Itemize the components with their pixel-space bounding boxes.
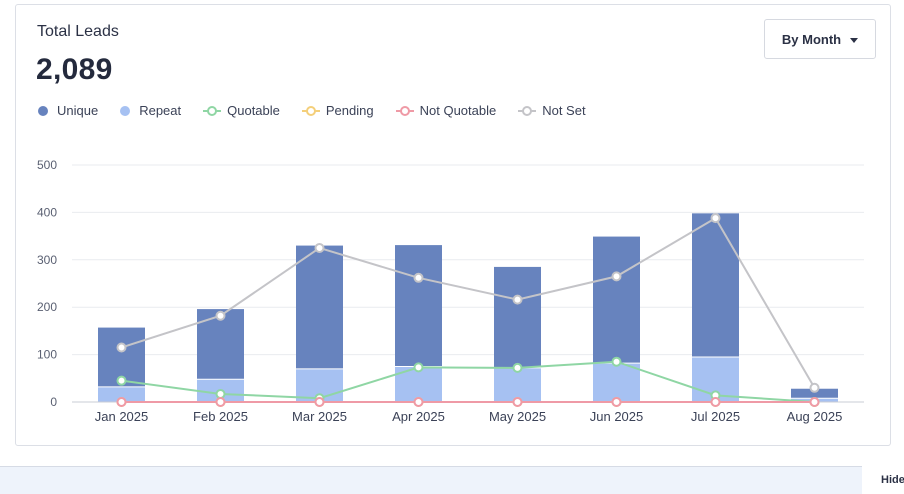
point-not-set bbox=[512, 294, 523, 305]
total-leads-card: Total Leads 2,089 By Month Unique Repeat… bbox=[15, 4, 891, 446]
caret-down-icon bbox=[850, 37, 859, 43]
legend-line-marker-icon bbox=[395, 105, 414, 116]
legend-label: Repeat bbox=[139, 103, 182, 118]
legend-label: Not Quotable bbox=[419, 103, 497, 118]
point-quotable bbox=[512, 362, 523, 373]
point-not-set bbox=[314, 242, 325, 253]
bar-repeat bbox=[593, 363, 640, 402]
x-tick-label: Aug 2025 bbox=[787, 409, 843, 424]
bar-unique bbox=[692, 213, 739, 357]
x-tick-label: Apr 2025 bbox=[392, 409, 445, 424]
y-tick-label: 100 bbox=[37, 348, 57, 362]
leads-chart: 0 100 200 300 400 500 Jan 2025 Feb 2025 Mar 2025… bbox=[37, 158, 864, 424]
legend-item-repeat[interactable]: Repeat bbox=[120, 103, 181, 118]
point-not-set bbox=[809, 382, 820, 393]
legend-label: Not Set bbox=[542, 103, 586, 118]
point-not-set bbox=[413, 272, 424, 283]
period-select-label: By Month bbox=[781, 31, 842, 47]
bottom-panel bbox=[0, 466, 862, 494]
series-line-quotable bbox=[121, 360, 815, 403]
legend-label: Quotable bbox=[227, 103, 280, 118]
chart-legend: Unique Repeat Quotable Pending Not Quota… bbox=[38, 103, 608, 118]
period-select-button[interactable]: By Month bbox=[764, 19, 876, 59]
total-leads-value: 2,089 bbox=[36, 53, 113, 86]
x-tick-label: Jun 2025 bbox=[590, 409, 644, 424]
bar-unique bbox=[494, 266, 541, 368]
point-not-set bbox=[116, 342, 127, 353]
point-not-quotable bbox=[611, 397, 622, 407]
y-tick-label: 200 bbox=[37, 300, 57, 314]
bar-repeat bbox=[494, 367, 541, 402]
point-not-quotable bbox=[215, 397, 226, 407]
legend-dot-icon bbox=[38, 105, 48, 116]
point-not-quotable bbox=[413, 397, 424, 407]
legend-item-unique[interactable]: Unique bbox=[38, 103, 98, 118]
legend-label: Unique bbox=[57, 103, 99, 118]
point-quotable bbox=[413, 362, 424, 373]
legend-item-not-quotable[interactable]: Not Quotable bbox=[395, 103, 497, 118]
bottom-right-area bbox=[862, 466, 904, 493]
legend-item-quotable[interactable]: Quotable bbox=[203, 103, 280, 118]
y-tick-label: 500 bbox=[37, 158, 57, 172]
point-quotable bbox=[215, 388, 226, 399]
legend-line-marker-icon bbox=[518, 105, 537, 116]
point-not-quotable bbox=[710, 397, 721, 407]
bar-unique bbox=[395, 245, 442, 367]
point-quotable bbox=[116, 375, 127, 386]
series-line-not-set bbox=[121, 216, 816, 389]
y-tick-label: 300 bbox=[37, 253, 57, 267]
point-not-quotable bbox=[116, 397, 127, 407]
point-not-quotable bbox=[314, 397, 325, 407]
bar-unique bbox=[296, 245, 343, 369]
bar-unique bbox=[791, 388, 838, 399]
y-tick-label: 400 bbox=[37, 205, 57, 219]
legend-dot-icon bbox=[120, 105, 131, 116]
y-tick-label: 0 bbox=[50, 395, 57, 409]
point-not-set bbox=[710, 213, 721, 224]
legend-item-not-set[interactable]: Not Set bbox=[518, 103, 586, 118]
point-not-set bbox=[215, 310, 226, 321]
card-title: Total Leads bbox=[37, 23, 119, 40]
point-not-quotable bbox=[809, 397, 820, 407]
legend-line-marker-icon bbox=[301, 105, 320, 116]
point-not-set bbox=[611, 271, 622, 282]
legend-item-pending[interactable]: Pending bbox=[301, 103, 374, 118]
point-quotable bbox=[611, 356, 622, 367]
hide-button[interactable]: Hide bbox=[881, 474, 904, 486]
point-not-quotable bbox=[512, 397, 523, 407]
x-tick-label: Jan 2025 bbox=[95, 409, 149, 424]
x-tick-label: Jul 2025 bbox=[691, 409, 740, 424]
legend-label: Pending bbox=[325, 103, 374, 118]
bar-repeat bbox=[98, 386, 145, 402]
x-tick-label: Feb 2025 bbox=[193, 409, 248, 424]
legend-line-marker-icon bbox=[203, 105, 222, 116]
x-tick-label: May 2025 bbox=[489, 409, 546, 424]
bar-unique bbox=[593, 236, 640, 364]
x-tick-label: Mar 2025 bbox=[292, 409, 347, 424]
